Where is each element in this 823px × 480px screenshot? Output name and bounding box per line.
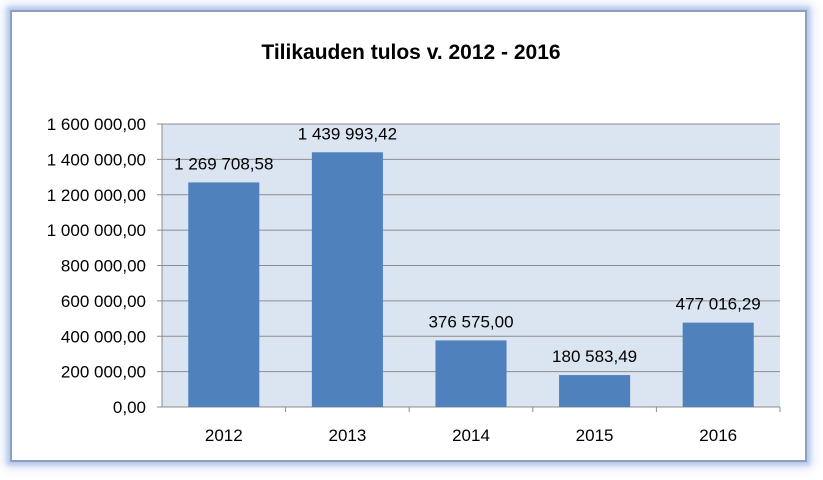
data-label: 477 016,29: [676, 295, 761, 314]
y-tick-label: 200 000,00: [61, 363, 146, 382]
x-tick-label: 2013: [328, 426, 366, 445]
y-tick-label: 400 000,00: [61, 327, 146, 346]
data-label: 1 269 708,58: [174, 154, 273, 173]
x-tick-label: 2012: [205, 426, 243, 445]
data-label: 180 583,49: [552, 347, 637, 366]
bar: [188, 182, 260, 407]
plot-area: 0,00 200 000,00 400 000,00 600 000,00 800 00…: [47, 115, 781, 445]
bar: [435, 340, 507, 407]
bar: [559, 375, 631, 407]
y-tick-label: 1 600 000,00: [47, 115, 146, 134]
bar: [682, 322, 754, 407]
bar: [311, 152, 383, 407]
y-tick-label: 0,00: [113, 398, 146, 417]
data-label: 376 575,00: [428, 312, 513, 331]
data-label: 1 439 993,42: [298, 124, 397, 143]
x-tick-label: 2014: [452, 426, 490, 445]
chart-title: Tilikauden tulos v. 2012 - 2016: [261, 41, 560, 64]
y-tick-label: 600 000,00: [61, 292, 146, 311]
y-tick-label: 1 400 000,00: [47, 150, 146, 169]
y-tick-label: 800 000,00: [61, 257, 146, 276]
x-tick-label: 2016: [699, 426, 737, 445]
x-tick-label: 2015: [576, 426, 614, 445]
y-tick-label: 1 200 000,00: [47, 186, 146, 205]
y-tick-label: 1 000 000,00: [47, 221, 146, 240]
